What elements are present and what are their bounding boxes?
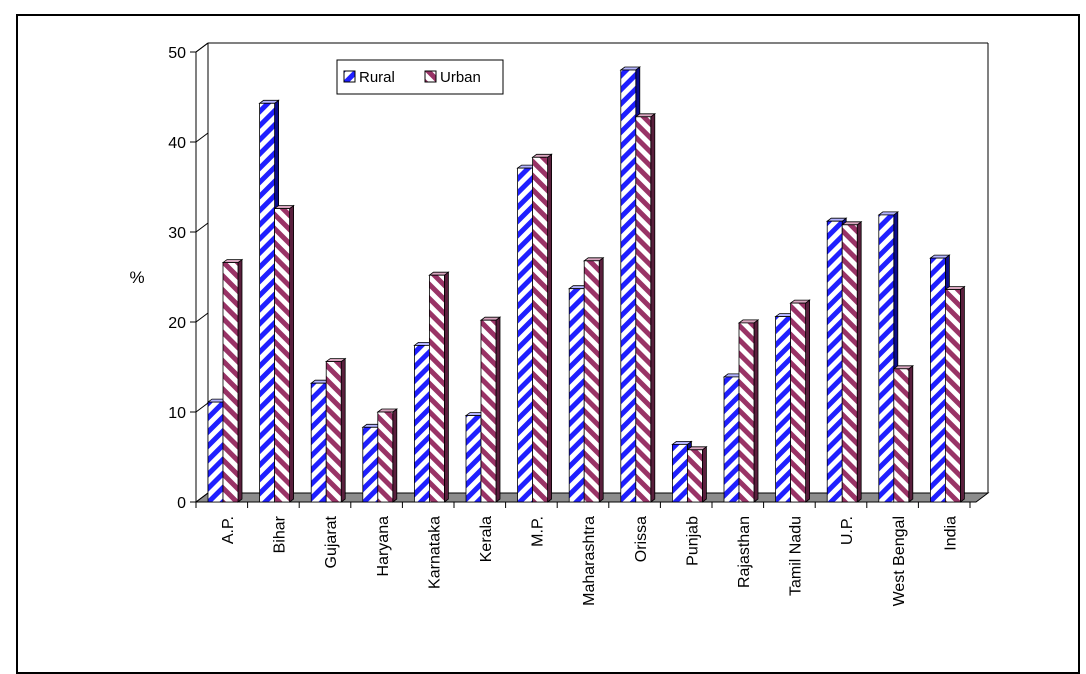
x-tick-label: M.P. [530,516,547,547]
bars [206,66,966,503]
y-tick-label: 20 [168,315,186,332]
y-ticks: 0 10 20 30 40 50 [168,42,209,512]
x-tick-label: Orissa [633,516,650,562]
bar-urban-m-p- [531,153,553,503]
x-tick-label: Karnataka [426,516,443,589]
y-tick-diagonal [195,492,209,503]
bar-urban-maharashtra [583,256,605,503]
x-tick-label: Gujarat [323,515,340,568]
x-tick-label: Rajasthan [736,516,753,588]
bar-urban-west-bengal [892,364,914,503]
legend-swatch-rural [343,70,356,83]
y-tick-label: 50 [168,45,186,62]
legend: Rural Urban [336,59,504,95]
x-ticks: A.P. Bihar Gujarat Haryana Karnataka Kerala M.… [195,502,971,606]
legend-swatch-urban [424,70,437,83]
bar-urban-kerala [479,316,502,503]
x-tick-label: Tamil Nadu [788,516,805,596]
y-axis-label: % [129,268,144,287]
bar-urban-u-p- [841,221,863,503]
legend-label-urban: Urban [440,69,481,86]
bar-chart: 0 10 20 30 40 50 A.P. Bihar Gujarat Haryana Karna… [129,42,990,606]
bar-urban-tamil-nadu [789,299,811,503]
x-tick-label: Punjab [684,516,701,566]
legend-label-rural: Rural [359,69,395,86]
y-tick-label: 0 [177,495,186,512]
bar-urban-karnataka [428,271,450,503]
x-tick-label: U.P. [839,516,856,545]
x-tick-label: A.P. [220,516,237,544]
y-tick-label: 10 [168,405,186,422]
bar-urban-haryana [376,408,398,503]
y-tick-diagonal [195,222,209,233]
x-tick-label: Kerala [478,516,495,562]
y-tick-label: 40 [168,135,186,152]
y-tick-diagonal [195,42,209,53]
x-tick-label: West Bengal [891,516,908,606]
y-tick-label: 30 [168,225,186,242]
bar-urban-india [944,285,966,503]
bar-urban-bihar [273,204,295,503]
bar-urban-a-p- [221,258,244,503]
x-tick-label: Haryana [375,516,392,577]
y-tick-diagonal [195,402,209,413]
x-tick-label: Maharashtra [581,516,598,606]
y-tick-diagonal [195,312,209,323]
bar-urban-punjab [686,445,708,503]
legend-box [336,59,504,95]
bar-urban-orissa [634,113,656,503]
x-tick-label: India [942,516,959,551]
x-tick-label: Bihar [272,515,289,553]
y-tick-diagonal [195,132,209,143]
bar-urban-gujarat [325,357,347,503]
bar-urban-rajasthan [737,319,760,503]
